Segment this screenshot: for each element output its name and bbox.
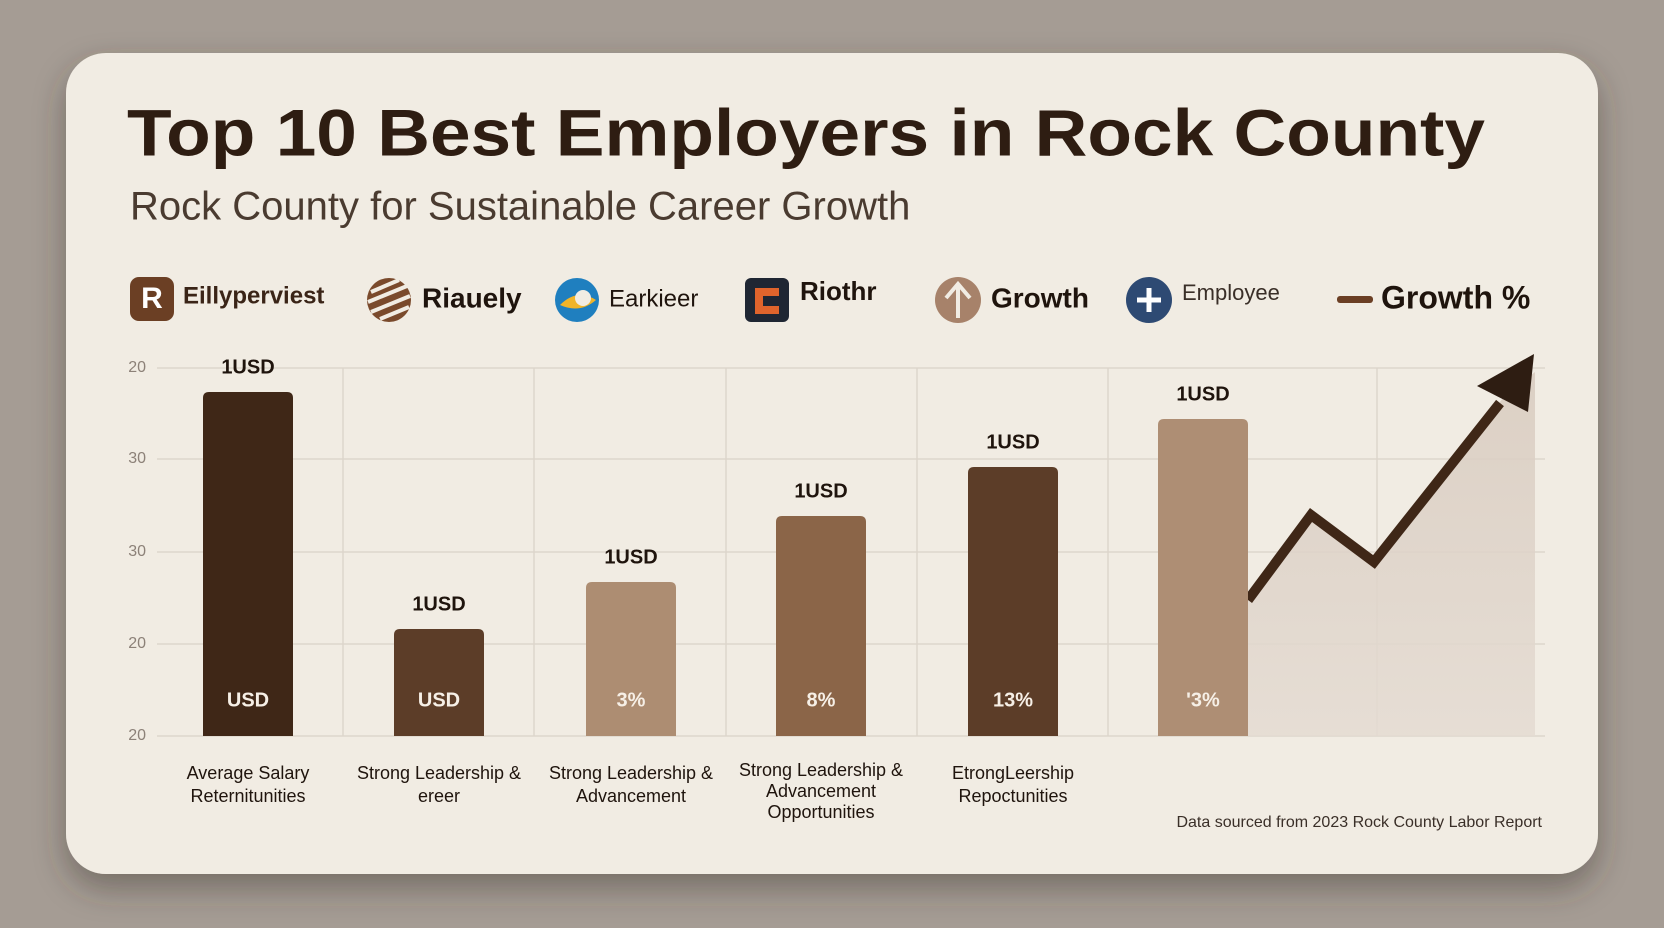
bar-top-label: 1USD — [794, 480, 847, 502]
logo-text: Growth — [991, 282, 1089, 313]
bar-inner-label: 3% — [617, 689, 646, 711]
category-label: Reternitunities — [190, 786, 305, 806]
y-axis-label: 20 — [128, 727, 146, 744]
bar-inner-label: 8% — [807, 689, 836, 711]
logo-icon — [130, 277, 174, 321]
bar — [586, 582, 676, 736]
source-note: Data sourced from 2023 Rock County Labor… — [1176, 814, 1542, 831]
bar-top-label: 1USD — [604, 546, 657, 568]
category-label: Strong Leadership & — [739, 760, 903, 780]
logo-dash — [1337, 296, 1373, 303]
bar — [1158, 419, 1248, 736]
logo-row: R Eillyperviest Riauely Earkieer Riothr … — [130, 276, 1530, 323]
growth-arrowhead — [1477, 354, 1534, 412]
logo-icon-dot — [575, 290, 591, 306]
y-axis-label: 30 — [128, 543, 146, 560]
title: Top 10 Best Employers in Rock County — [127, 95, 1485, 169]
category-label: Average Salary — [187, 763, 310, 783]
logo-text: Eillyperviest — [183, 282, 324, 309]
category-label: Advancement — [576, 786, 686, 806]
logo-icon — [745, 278, 789, 322]
bar-top-label: 1USD — [986, 431, 1039, 453]
y-axis-label: 20 — [128, 635, 146, 652]
category-label: Opportunities — [767, 802, 874, 822]
growth-area — [1248, 372, 1535, 736]
logo-text: Employee — [1182, 280, 1280, 305]
card — [66, 53, 1598, 874]
logo-icon-mark — [755, 288, 779, 314]
logo-text: Earkieer — [609, 285, 698, 312]
logo-icon-plus — [1137, 288, 1161, 312]
category-label: ereer — [418, 786, 460, 806]
category-label: Strong Leadership & — [549, 763, 713, 783]
category-label: Advancement — [766, 781, 876, 801]
bar — [968, 467, 1058, 736]
subtitle: Rock County for Sustainable Career Growt… — [130, 185, 910, 229]
bar-top-label: 1USD — [221, 356, 274, 378]
bar-inner-label: 13% — [993, 689, 1033, 711]
logo-text: Riauely — [422, 282, 522, 313]
bar-inner-label: USD — [418, 689, 460, 711]
bar-top-label: 1USD — [1176, 383, 1229, 405]
y-axis-label: 30 — [128, 450, 146, 467]
bar — [203, 392, 293, 736]
logo-icon-letter: R — [141, 282, 163, 315]
bar-top-label: 1USD — [412, 593, 465, 615]
category-label: Strong Leadership & — [357, 763, 521, 783]
bar — [394, 629, 484, 736]
category-label: Repoctunities — [958, 786, 1067, 806]
category-label: EtrongLeership — [952, 763, 1074, 783]
bars: 1USD USD Average Salary Reternitunities 1USD… — [187, 356, 1248, 822]
logo-text: Growth % — [1381, 279, 1530, 315]
bar-inner-label: '3% — [1186, 689, 1220, 711]
logo-icon-arrow — [944, 280, 972, 318]
growth-line — [1243, 399, 1504, 603]
bar-inner-label: USD — [227, 689, 269, 711]
y-axis-label: 20 — [128, 359, 146, 376]
logo-icon-stripes — [367, 278, 411, 321]
bar — [776, 516, 866, 736]
logo-text: Riothr — [800, 276, 877, 306]
